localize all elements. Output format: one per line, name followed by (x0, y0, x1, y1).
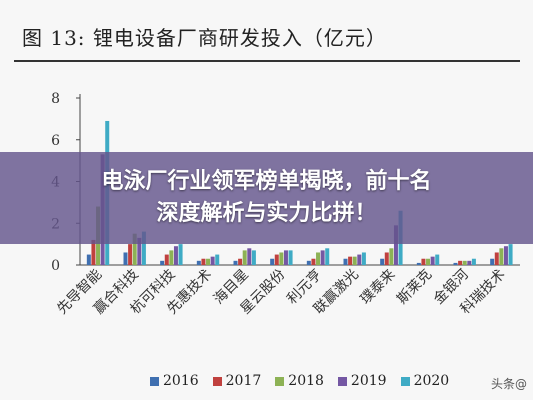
bar-2016-11 (490, 258, 495, 265)
legend-swatch (212, 376, 222, 386)
bar-2018-1 (132, 233, 137, 265)
bar-2016-9 (416, 262, 421, 265)
bar-2019-10 (467, 260, 472, 265)
bar-2018-7 (352, 256, 357, 265)
bar-2016-1 (123, 252, 128, 265)
y-tick-label: 8 (51, 91, 60, 107)
x-tick-label: 斯莱克 (394, 267, 435, 308)
legend-label: 2017 (225, 373, 262, 389)
bar-2019-4 (247, 248, 252, 265)
x-tick-label: 璞泰来 (357, 267, 398, 308)
bar-2020-4 (251, 250, 256, 265)
legend-label: 2016 (163, 373, 199, 389)
legend-item-2019: 2019 (337, 373, 387, 389)
bar-2020-6 (325, 248, 330, 265)
bar-2017-4 (238, 258, 243, 265)
bar-2018-11 (499, 248, 504, 265)
bar-2017-9 (421, 258, 426, 265)
bar-2018-3 (206, 258, 211, 265)
bar-2017-0 (91, 239, 96, 265)
bar-2018-6 (316, 252, 321, 265)
bar-2019-8 (393, 225, 398, 265)
bar-2018-8 (389, 248, 394, 265)
legend-label: 2018 (288, 373, 324, 389)
watermark: 头条@ (490, 377, 527, 391)
banner-line-1: 电泳厂行业领军榜单揭晓，前十名 (101, 169, 432, 194)
bar-2017-11 (494, 252, 499, 265)
bar-2016-7 (343, 258, 348, 265)
bar-2019-1 (137, 237, 142, 265)
legend-label: 2019 (350, 373, 387, 389)
bar-2016-6 (306, 260, 311, 265)
bar-2016-4 (233, 260, 238, 265)
legend-item-2020: 2020 (400, 373, 450, 389)
chart-title: 图 13: 锂电设备厂商研发投入（亿元） (22, 26, 387, 50)
banner-overlay: 电泳厂行业领军榜单揭晓，前十名 深度解析与实力比拼！ (0, 152, 533, 244)
bar-2017-8 (384, 252, 389, 265)
bar-2020-10 (471, 258, 476, 265)
bar-2016-0 (86, 254, 91, 265)
bar-2017-5 (274, 254, 279, 265)
bar-2017-3 (201, 258, 206, 265)
bar-2020-3 (215, 254, 220, 265)
bar-2019-5 (283, 250, 288, 265)
bar-2019-3 (210, 256, 215, 265)
bar-2018-5 (279, 252, 284, 265)
legend-swatch (275, 376, 285, 386)
legend-swatch (400, 376, 410, 386)
bar-2017-7 (348, 256, 353, 265)
bar-2017-6 (311, 258, 316, 265)
legend-item-2016: 2016 (150, 373, 199, 389)
bar-2018-4 (242, 250, 247, 265)
bar-2019-7 (357, 254, 362, 265)
bar-2020-11 (508, 244, 513, 265)
bar-2016-3 (196, 260, 201, 265)
title-rule (14, 60, 520, 62)
bar-2017-2 (164, 254, 169, 265)
legend-swatch (150, 376, 159, 386)
bar-2016-8 (380, 258, 385, 265)
y-tick-label: 6 (51, 133, 60, 149)
chart-legend: 2016 2017 2018 2019 2020 (150, 372, 449, 390)
bar-2016-2 (160, 260, 165, 265)
bar-2019-2 (173, 246, 178, 265)
legend-item-2018: 2018 (275, 373, 324, 389)
bar-2019-9 (430, 256, 435, 265)
bar-2020-2 (178, 244, 183, 265)
banner-line-2: 深度解析与实力比拼！ (156, 201, 377, 226)
legend-label: 2020 (413, 373, 450, 389)
y-tick-label: 0 (51, 258, 60, 274)
legend-item-2017: 2017 (212, 373, 262, 389)
bar-2018-10 (462, 260, 467, 265)
bar-2017-10 (458, 260, 463, 265)
bar-2020-7 (361, 252, 366, 265)
legend-swatch (337, 376, 347, 386)
bar-2020-5 (288, 250, 293, 265)
bar-2018-2 (169, 250, 174, 265)
bar-2016-5 (270, 258, 275, 265)
bar-2016-10 (453, 262, 458, 265)
bar-2018-9 (426, 258, 431, 265)
bar-2019-11 (503, 246, 508, 265)
bar-2019-6 (320, 250, 325, 265)
bar-2020-1 (141, 231, 146, 265)
bar-2020-9 (435, 254, 440, 265)
bar-2017-1 (128, 244, 133, 265)
